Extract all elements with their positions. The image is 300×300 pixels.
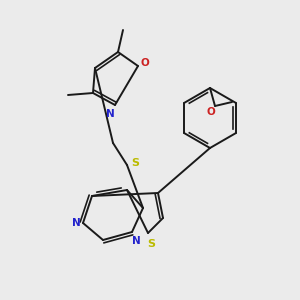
Text: O: O <box>207 107 215 117</box>
Text: O: O <box>141 58 149 68</box>
Text: S: S <box>131 158 139 168</box>
Text: S: S <box>147 239 155 249</box>
Text: N: N <box>106 109 114 119</box>
Text: N: N <box>132 236 140 246</box>
Text: N: N <box>72 218 80 228</box>
